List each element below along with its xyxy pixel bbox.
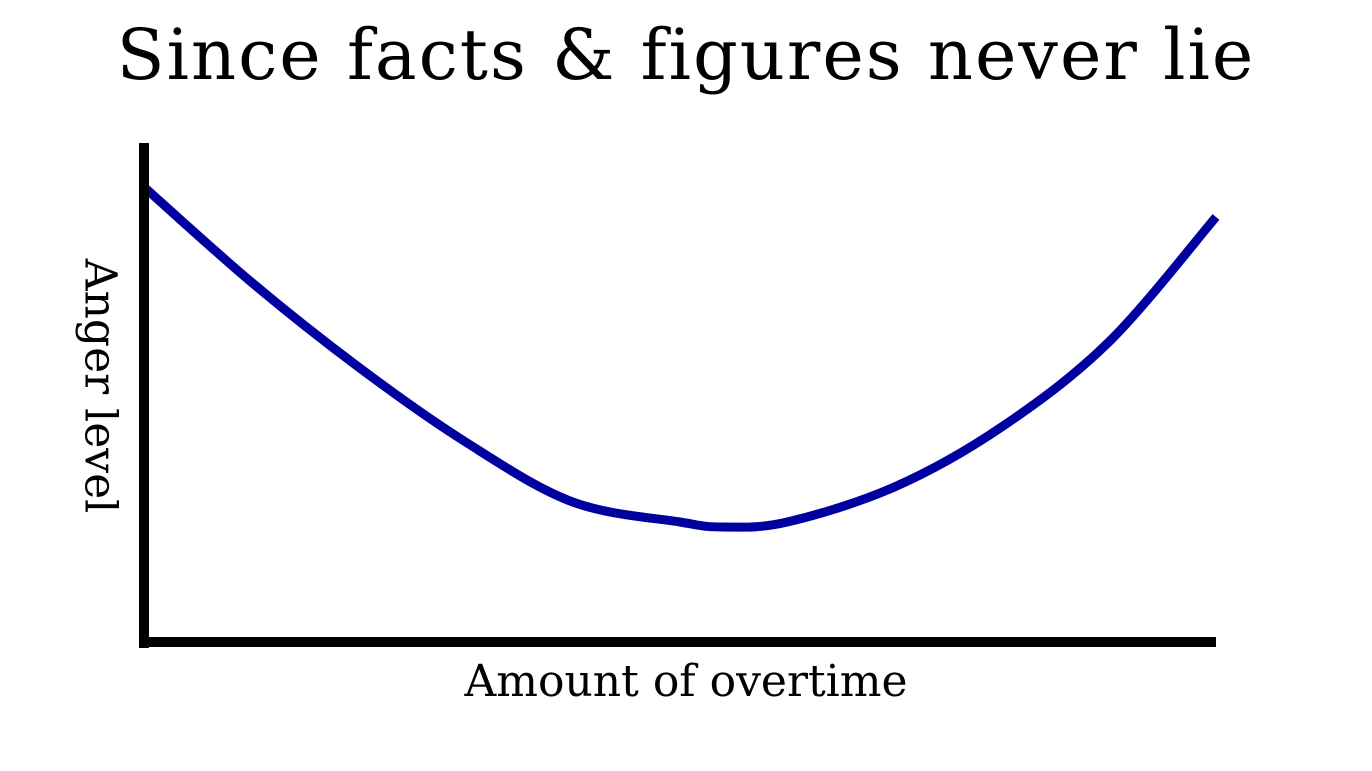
series-line xyxy=(141,183,1220,532)
x-axis-label: Amount of overtime xyxy=(464,656,908,707)
y-axis-label: Anger level xyxy=(74,258,126,514)
chart-title: Since facts & figures never lie xyxy=(116,14,1256,96)
